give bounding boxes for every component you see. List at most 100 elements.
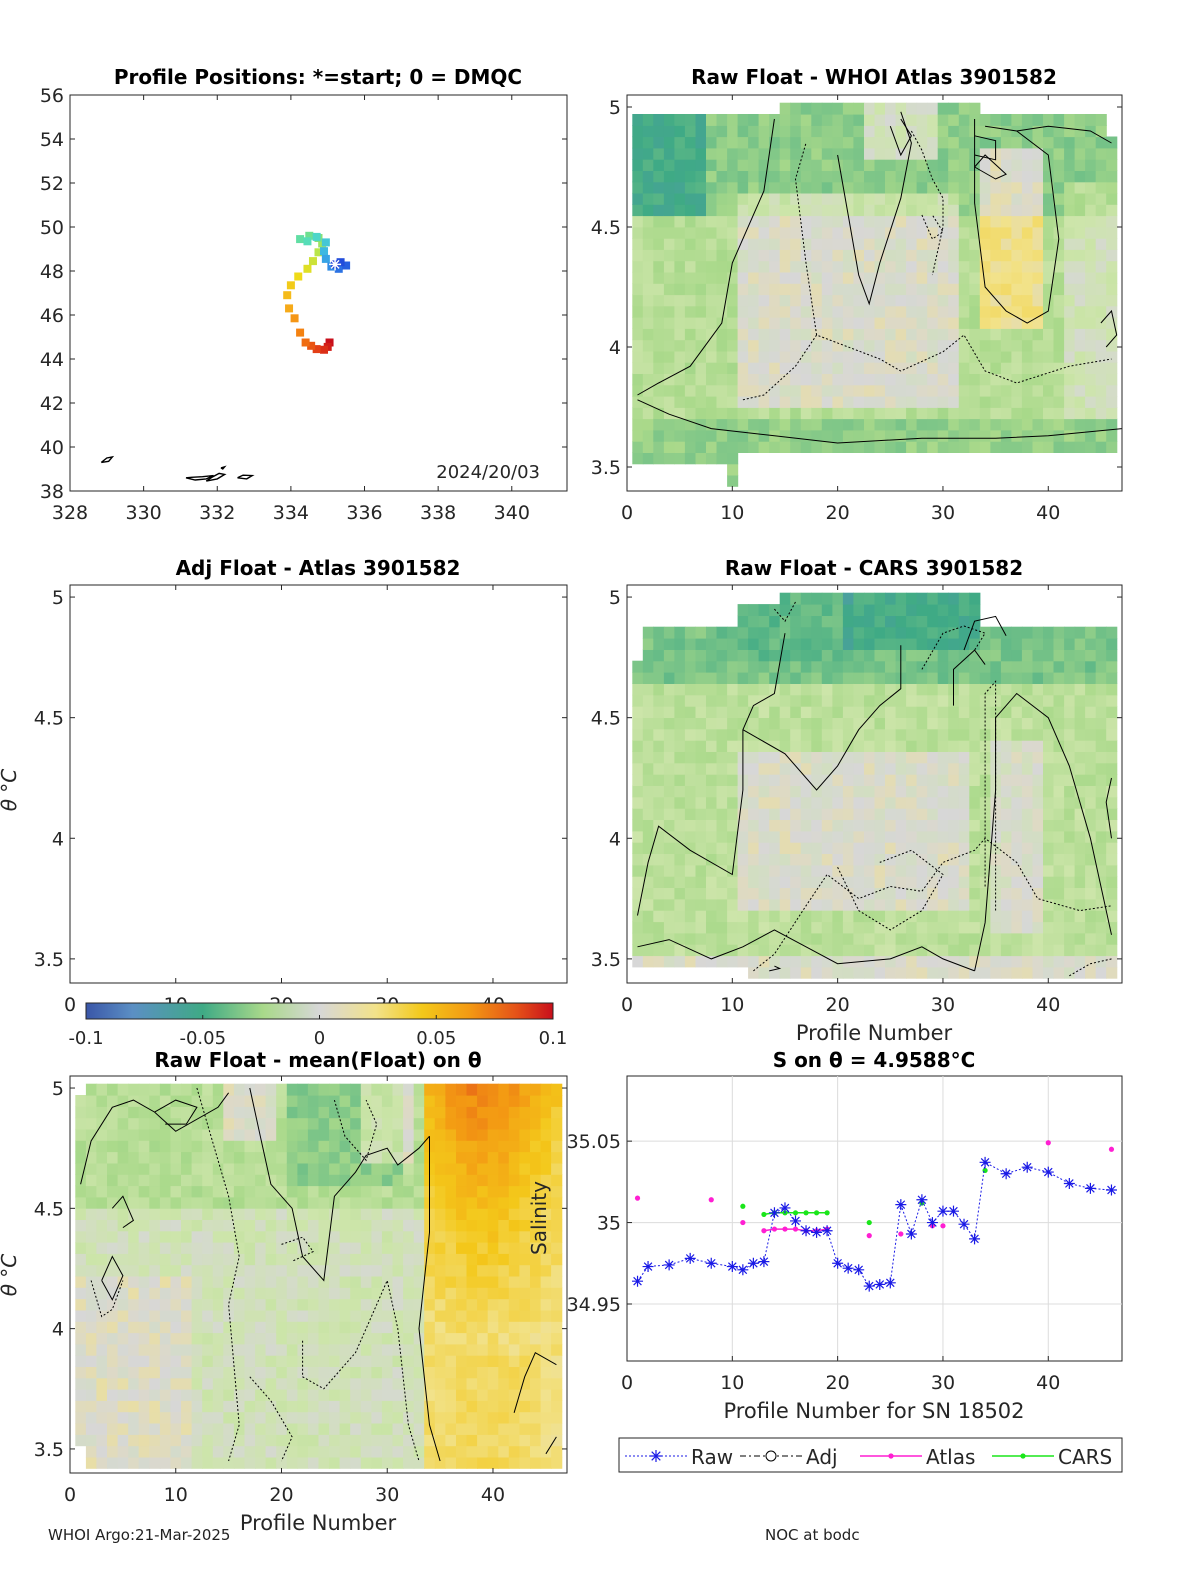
heatmap-cell — [149, 1174, 161, 1187]
heatmap-cell — [318, 1275, 330, 1288]
heatmap-cell — [937, 328, 949, 341]
heatmap-cell — [508, 1253, 520, 1266]
heatmap-cell — [832, 226, 844, 239]
heatmap-cell — [434, 1332, 446, 1345]
heatmap-cell — [233, 1196, 246, 1209]
heatmap-cell — [979, 683, 991, 696]
heatmap-cell — [1011, 317, 1023, 329]
contour-solid — [1100, 309, 1118, 348]
heatmap-cell — [318, 1343, 330, 1356]
heatmap-cell — [1011, 283, 1023, 296]
heatmap-cell — [434, 1366, 446, 1379]
heatmap-cell — [265, 1106, 277, 1119]
profile-position-marker — [296, 328, 305, 337]
heatmap-cell — [1053, 728, 1065, 741]
cars-point — [824, 1210, 830, 1216]
heatmap-cell — [85, 1151, 98, 1164]
heatmap-cell — [769, 192, 781, 205]
heatmap-cell — [916, 238, 928, 250]
heatmap-cell — [684, 955, 696, 968]
heatmap-cell — [1074, 350, 1086, 363]
heatmap-cell — [371, 1389, 383, 1401]
heatmap-cell — [1074, 660, 1086, 673]
heatmap-cell — [632, 660, 644, 673]
heatmap-cell — [748, 740, 760, 752]
heatmap-cell — [842, 740, 854, 752]
heatmap-cell — [96, 1343, 108, 1356]
heatmap-cell — [117, 1423, 129, 1435]
contour-solid — [111, 1195, 135, 1229]
heatmap-cell — [181, 1343, 193, 1356]
heatmap-cell — [212, 1456, 224, 1469]
heatmap-cell — [758, 249, 770, 262]
heatmap-cell — [737, 706, 749, 718]
heatmap-cell — [674, 876, 686, 888]
heatmap-cell — [706, 672, 718, 684]
heatmap-cell — [748, 215, 760, 228]
heatmap-cell — [642, 339, 654, 352]
heatmap-cell — [1021, 170, 1033, 183]
heatmap-cell — [265, 1377, 277, 1390]
heatmap-cell — [916, 147, 928, 160]
heatmap-cell — [117, 1321, 129, 1334]
heatmap-cell — [927, 260, 939, 273]
heatmap-cell — [403, 1117, 415, 1130]
heatmap-cell — [181, 1208, 193, 1220]
heatmap-cell — [1032, 660, 1044, 673]
heatmap-cell — [906, 328, 918, 341]
heatmap-cell — [255, 1140, 267, 1153]
heatmap-cell — [885, 170, 897, 183]
heatmap-cell — [223, 1456, 235, 1469]
heatmap-cell — [477, 1287, 489, 1300]
heatmap-cell — [413, 1366, 425, 1379]
heatmap-cell — [445, 1377, 457, 1390]
heatmap-cell — [445, 1321, 457, 1334]
heatmap-cell — [318, 1264, 330, 1277]
heatmap-cell — [96, 1366, 108, 1379]
heatmap-cell — [706, 339, 718, 352]
heatmap-cell — [307, 1140, 320, 1153]
heatmap-cell — [371, 1355, 383, 1367]
heatmap-cell — [979, 728, 991, 741]
heatmap-cell — [107, 1309, 119, 1322]
heatmap-cell — [191, 1343, 203, 1356]
heatmap-cell — [424, 1445, 436, 1458]
heatmap-cell — [466, 1400, 478, 1413]
heatmap-cell — [864, 317, 876, 329]
heatmap-cell — [1053, 830, 1065, 843]
heatmap-cell — [540, 1219, 552, 1232]
heatmap-cell — [821, 328, 833, 341]
heatmap-cell — [551, 1423, 563, 1435]
heatmap-cell — [371, 1106, 383, 1119]
heatmap-cell — [716, 204, 728, 217]
heatmap-cell — [1095, 706, 1107, 718]
contour-solid — [974, 119, 1060, 324]
heatmap-cell — [895, 955, 907, 968]
heatmap-cell — [329, 1128, 341, 1141]
heatmap-cell — [212, 1242, 224, 1254]
heatmap-cell — [276, 1309, 288, 1322]
heatmap-cell — [642, 407, 654, 420]
heatmap-cell — [969, 887, 981, 900]
heatmap-cell — [716, 774, 728, 786]
heatmap-cell — [1085, 762, 1097, 775]
heatmap-cell — [916, 350, 928, 363]
heatmap-cell — [864, 159, 876, 171]
heatmap-cell — [969, 294, 981, 307]
heatmap-cell — [842, 672, 854, 684]
heatmap-cell — [244, 1140, 256, 1153]
heatmap-cell — [339, 1106, 351, 1119]
heatmap-cell — [769, 819, 781, 832]
heatmap-cell — [948, 305, 960, 318]
heatmap-cell — [727, 796, 739, 809]
heatmap-cell — [779, 683, 791, 696]
heatmap-cell — [895, 170, 907, 183]
heatmap-cell — [853, 238, 865, 250]
heatmap-cell — [276, 1128, 288, 1141]
heatmap-cell — [906, 238, 918, 250]
heatmap-cell — [874, 932, 886, 945]
heatmap-cell — [632, 407, 644, 420]
legend-box — [618, 1437, 1123, 1473]
heatmap-cell — [653, 876, 665, 888]
heatmap-cell — [191, 1389, 203, 1401]
